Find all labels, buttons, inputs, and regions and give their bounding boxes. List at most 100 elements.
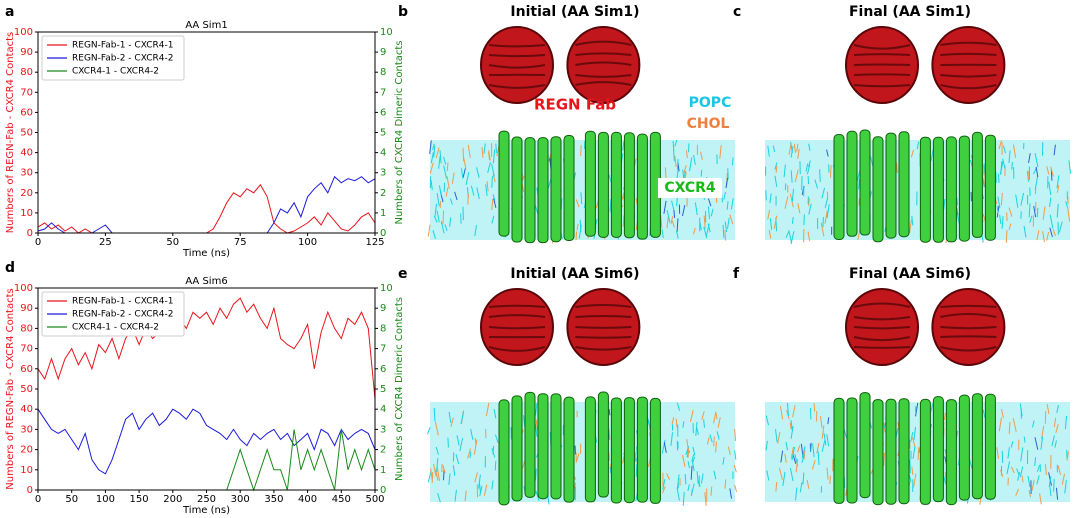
lipid — [448, 411, 452, 424]
legend-label: REGN-Fab-2 - CXCR4-2 — [72, 310, 173, 320]
fab-strand — [488, 304, 546, 308]
lipid — [791, 188, 795, 202]
x-tick-label: 75 — [234, 237, 247, 248]
lipid — [682, 454, 686, 467]
lipid — [454, 489, 457, 502]
lipid — [729, 488, 733, 499]
lipid — [785, 231, 790, 238]
x-tick-label: 25 — [99, 237, 112, 248]
lipid — [821, 425, 825, 439]
lipid — [491, 215, 495, 224]
lipid — [717, 417, 721, 428]
lipid — [523, 415, 526, 427]
y-tick-label: 60 — [20, 107, 33, 118]
lipid — [622, 456, 625, 464]
lipid — [467, 144, 471, 158]
y2-tick-label: 8 — [380, 323, 386, 334]
lipid — [790, 426, 794, 439]
helix — [524, 137, 536, 244]
lipid — [1013, 144, 1017, 158]
lipid — [437, 493, 441, 503]
lipid — [790, 420, 793, 431]
lipid — [427, 427, 431, 435]
lipid — [982, 179, 985, 188]
lipid — [701, 411, 705, 420]
lipid — [1048, 476, 1052, 487]
lipid — [443, 165, 447, 179]
lipid — [662, 486, 666, 494]
x-tick-label: 0 — [35, 237, 41, 248]
lipid — [808, 143, 811, 151]
lipid — [462, 156, 467, 169]
lipid — [707, 198, 712, 207]
lipid — [1002, 158, 1006, 169]
lipid — [1036, 475, 1040, 485]
lipid — [788, 144, 792, 155]
lipid — [675, 230, 679, 239]
lipid — [1028, 489, 1032, 498]
y2-axis-label: Numbers of CXCR4 Dimeric Contacts — [394, 40, 405, 224]
lipid — [826, 434, 830, 447]
lipid — [1048, 181, 1052, 196]
lipid — [608, 174, 612, 183]
lipid — [969, 460, 973, 470]
panel-title: Initial (AA Sim1) — [510, 4, 639, 20]
lipid — [821, 440, 826, 452]
lipid — [693, 154, 696, 165]
fab-strand — [488, 54, 546, 58]
lipid — [429, 140, 432, 155]
lipid — [1032, 420, 1035, 428]
lipid — [999, 214, 1002, 225]
lipid — [795, 487, 798, 501]
legend-box — [41, 35, 185, 81]
fab-strand — [940, 304, 997, 308]
fab-strand — [853, 84, 911, 88]
lipid — [782, 471, 786, 486]
lipid — [1051, 435, 1055, 447]
fab-strand — [853, 53, 911, 56]
lipid — [956, 197, 958, 206]
lipid — [448, 473, 451, 486]
lipid — [440, 221, 445, 234]
fab-strand — [488, 346, 546, 352]
lipid — [703, 419, 705, 428]
lipid — [1039, 493, 1042, 505]
lipid — [1008, 150, 1011, 164]
lipid — [671, 200, 675, 211]
y-tick-label: 80 — [20, 67, 33, 78]
lipid — [575, 199, 580, 208]
lipid — [1056, 203, 1059, 218]
structure-panel — [765, 26, 1072, 245]
lipid — [727, 446, 731, 455]
lipid — [816, 442, 820, 454]
lipid — [429, 162, 434, 174]
x-tick-label: 350 — [264, 494, 283, 505]
lipid — [427, 224, 431, 237]
lipid — [535, 419, 538, 431]
lipid — [1005, 230, 1008, 243]
panel-label: b — [398, 4, 408, 20]
lipid — [731, 157, 734, 166]
lipid — [820, 415, 823, 428]
lipid — [433, 463, 437, 477]
lipid — [1021, 475, 1024, 483]
lipid — [689, 409, 694, 423]
y2-tick-label: 7 — [380, 344, 386, 355]
y2-tick-label: 3 — [380, 168, 386, 179]
lipid — [703, 215, 706, 229]
lipid — [1023, 436, 1026, 443]
lipid — [858, 178, 860, 190]
lipid — [765, 440, 768, 451]
helix — [971, 131, 983, 238]
y-tick-label: 0 — [27, 485, 33, 496]
lipid — [797, 203, 801, 214]
lipid — [451, 172, 455, 184]
y-tick-label: 70 — [20, 87, 33, 98]
y2-tick-label: 8 — [380, 67, 386, 78]
lipid — [1055, 424, 1059, 434]
lipid — [575, 231, 578, 240]
lipid — [1053, 144, 1056, 156]
lipid — [662, 479, 666, 490]
lipid — [713, 436, 715, 447]
lipid — [1008, 223, 1012, 230]
